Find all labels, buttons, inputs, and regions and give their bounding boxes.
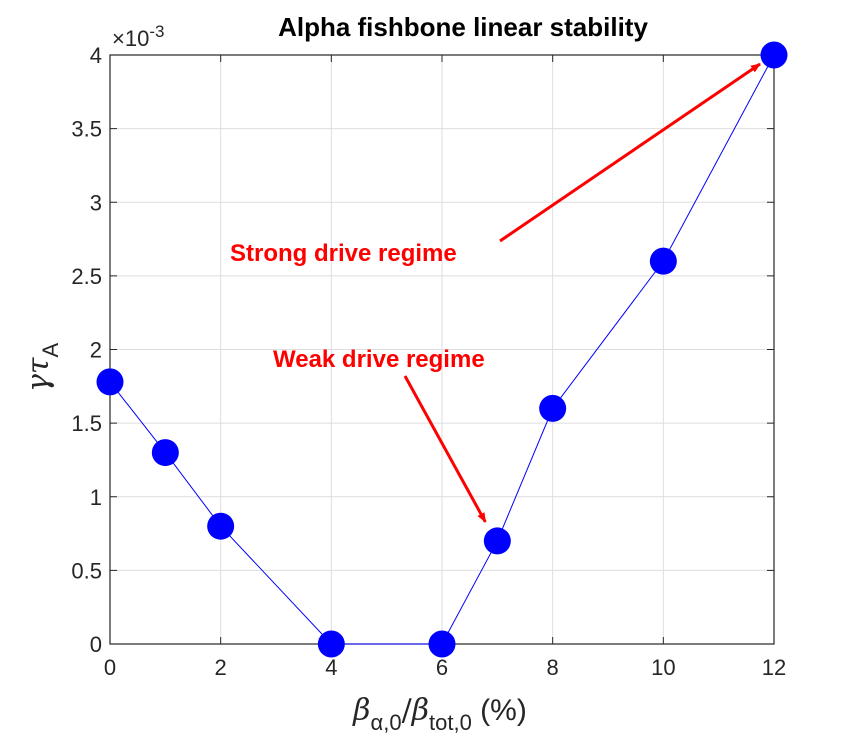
- x-tick-label: 10: [651, 655, 675, 680]
- x-axis-label-slash: /: [402, 693, 413, 728]
- y-exponent-label: ×10-3: [112, 22, 164, 51]
- data-point: [760, 41, 788, 69]
- series: [96, 41, 788, 658]
- y-tick-label: 1: [90, 485, 102, 510]
- data-point: [151, 439, 179, 467]
- x-axis-label-sub2: tot,0: [429, 710, 472, 735]
- y-tick-label: 2: [90, 338, 102, 363]
- x-tick-label: 12: [762, 655, 786, 680]
- grid: [109, 54, 775, 645]
- data-point: [96, 368, 124, 396]
- data-point: [207, 512, 235, 540]
- x-axis-label-unit: (%): [472, 694, 527, 727]
- x-axis-label-beta2: β: [411, 693, 429, 728]
- y-axis-label-main: γτ: [21, 357, 56, 392]
- x-tick-label: 6: [436, 655, 448, 680]
- data-point: [428, 630, 456, 658]
- annotation-strong-drive: Strong drive regime: [230, 240, 457, 267]
- y-exponent-base: ×10: [112, 26, 149, 51]
- chart-title: Alpha fishbone linear stability: [278, 12, 648, 42]
- x-tick-label: 0: [104, 655, 116, 680]
- data-markers: [96, 41, 788, 658]
- y-tick-labels: 0 0.5 1 1.5 2 2.5 3 3.5 4: [71, 43, 102, 657]
- y-axis-label: γτA: [21, 342, 63, 392]
- annotation-weak-drive: Weak drive regime: [273, 346, 485, 373]
- y-exponent-power: -3: [149, 22, 164, 41]
- x-tick-label: 2: [215, 655, 227, 680]
- annotation-arrow-strong: [499, 62, 761, 243]
- x-tick-label: 8: [547, 655, 559, 680]
- y-axis-label-sub: A: [38, 342, 63, 357]
- data-point: [317, 630, 345, 658]
- y-tick-label: 1.5: [71, 411, 102, 436]
- y-tick-label: 3: [90, 190, 102, 215]
- y-tick-label: 3.5: [71, 117, 102, 142]
- x-axis-label: βα,0/βtot,0 (%): [352, 693, 527, 735]
- x-tick-label: 4: [325, 655, 337, 680]
- x-axis-label-sub1: α,0: [371, 710, 402, 735]
- data-point: [649, 247, 677, 275]
- annotation-arrow-weak: [403, 375, 487, 523]
- y-tick-label: 0: [90, 632, 102, 657]
- y-tick-label: 0.5: [71, 558, 102, 583]
- x-tick-labels: 0 2 4 6 8 10 12: [104, 655, 786, 680]
- y-tick-label: 4: [90, 43, 102, 68]
- annotations: Strong drive regime Weak drive regime: [230, 62, 761, 523]
- x-axis-label-beta1: β: [352, 693, 370, 728]
- y-tick-label: 2.5: [71, 264, 102, 289]
- data-point: [539, 394, 567, 422]
- data-point: [483, 527, 511, 555]
